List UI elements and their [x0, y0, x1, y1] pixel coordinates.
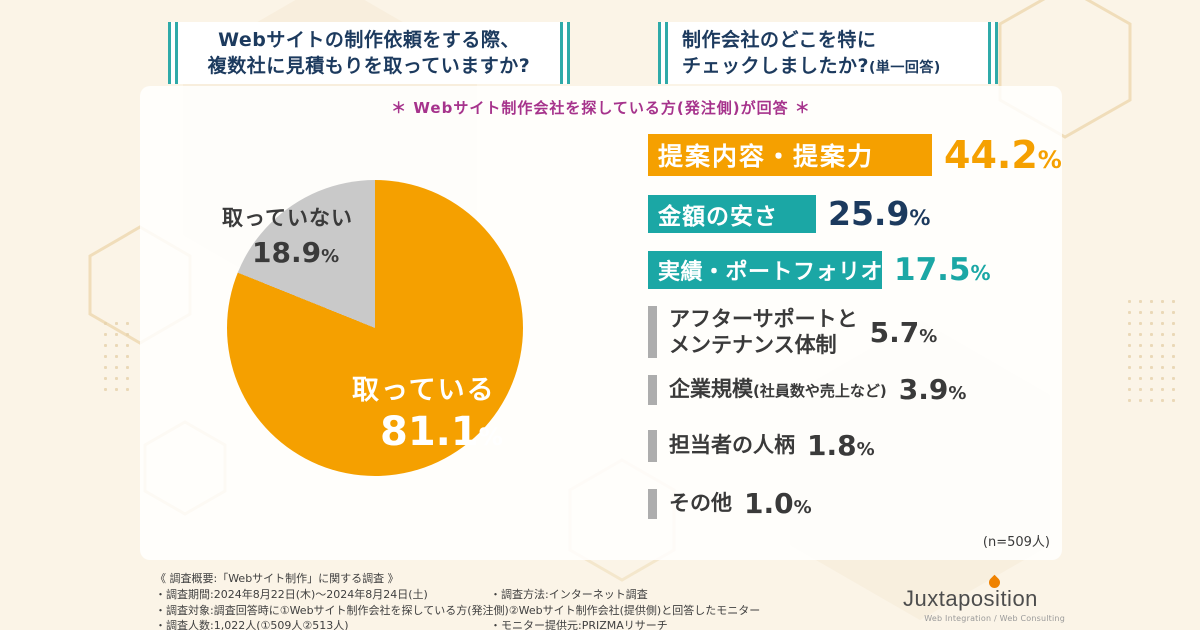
question-bar-note: (単一回答) [869, 60, 941, 76]
logo-tagline: Web Integration / Web Consulting [924, 614, 1065, 623]
sample-size-note: (n=509人) [982, 535, 1050, 550]
bar-row-portfolio: 実績・ポートフォリオ 17.5% [648, 251, 991, 289]
bar: 提案内容・提案力 [648, 134, 932, 176]
pie-label-taking: 取っている 81.1% [352, 368, 503, 455]
survey-target: ・調査対象:調査回答時に①Webサイト制作会社を探している方(発注側)②Webサ… [155, 603, 761, 617]
pie-slice-label: 取っている [352, 375, 496, 406]
respondent-note: ＊ Webサイト制作会社を探している方(発注側)が回答 ＊ [391, 99, 811, 117]
bar-row-personality: 担当者の人柄 1.8% [648, 429, 875, 462]
bar: 実績・ポートフォリオ [648, 251, 883, 289]
bar-value: 44.2% [944, 133, 1062, 177]
pie-slice-value: 81.1% [380, 409, 503, 455]
pie-chart [227, 180, 523, 476]
bar-value: 17.5% [894, 252, 991, 288]
question-box-bar: 制作会社のどこを特に チェックしましたか?(単一回答) [658, 22, 998, 84]
bar-label: その他 [669, 491, 732, 516]
survey-overview: 《 調査概要:「Webサイト制作」に関する調査 》 ・調査期間:2024年8月2… [155, 572, 760, 630]
bar: 金額の安さ [648, 194, 816, 233]
question-bar-line2: チェックしましたか?(単一回答) [682, 55, 941, 77]
question-bar-line1: 制作会社のどこを特に [682, 28, 877, 51]
survey-sample-provider: ・調査人数:1,022人(①509人②513人) ・モニター提供元:PRIZMAリ… [155, 619, 668, 630]
logo-name: Juxtaposition [903, 586, 1038, 611]
question-pie-line1: Webサイトの制作依頼をする際、 [218, 28, 520, 51]
bar-tick [648, 488, 657, 519]
bar-tick [648, 429, 657, 462]
pie-slice-label: 取っていない [222, 206, 353, 230]
bar-tick [648, 306, 657, 359]
bar-row-company-size: 企業規模(社員数や売上など) 3.9% [648, 373, 966, 406]
bar-value: 3.9% [898, 373, 967, 406]
bar-label: 企業規模(社員数や売上など) [669, 377, 887, 402]
survey-period-method: ・調査期間:2024年8月22日(木)〜2024年8月24日(土) ・調査方法:イ… [155, 587, 648, 601]
bar-tick [648, 374, 657, 405]
question-box-pie: Webサイトの制作依頼をする際、 複数社に見積もりを取っていますか? [168, 22, 570, 84]
bar-value: 1.8% [807, 429, 875, 462]
bar-row-support: アフターサポートと メンテナンス体制 5.7% [648, 306, 937, 359]
pie-label-not-taking: 取っていない 18.9% [222, 202, 353, 269]
bar-label: 担当者の人柄 [669, 433, 795, 458]
bar-value: 5.7% [869, 315, 938, 349]
dot-pattern-right [1124, 296, 1180, 404]
dot-pattern-left [100, 318, 134, 396]
bar-row-other: その他 1.0% [648, 487, 812, 520]
bar-value: 25.9% [828, 194, 931, 233]
survey-title: 《 調査概要:「Webサイト制作」に関する調査 》 [155, 572, 399, 585]
bar-value: 1.0% [744, 487, 812, 520]
bar-row-proposal: 提案内容・提案力 44.2% [648, 133, 1062, 177]
bar-label: アフターサポートと メンテナンス体制 [669, 307, 858, 358]
bar-row-price: 金額の安さ 25.9% [648, 194, 930, 233]
company-logo: Juxtaposition Web Integration / Web Cons… [903, 574, 1065, 623]
question-pie-line2: 複数社に見積もりを取っていますか? [207, 55, 531, 77]
pie-slice-value: 18.9% [252, 236, 340, 269]
